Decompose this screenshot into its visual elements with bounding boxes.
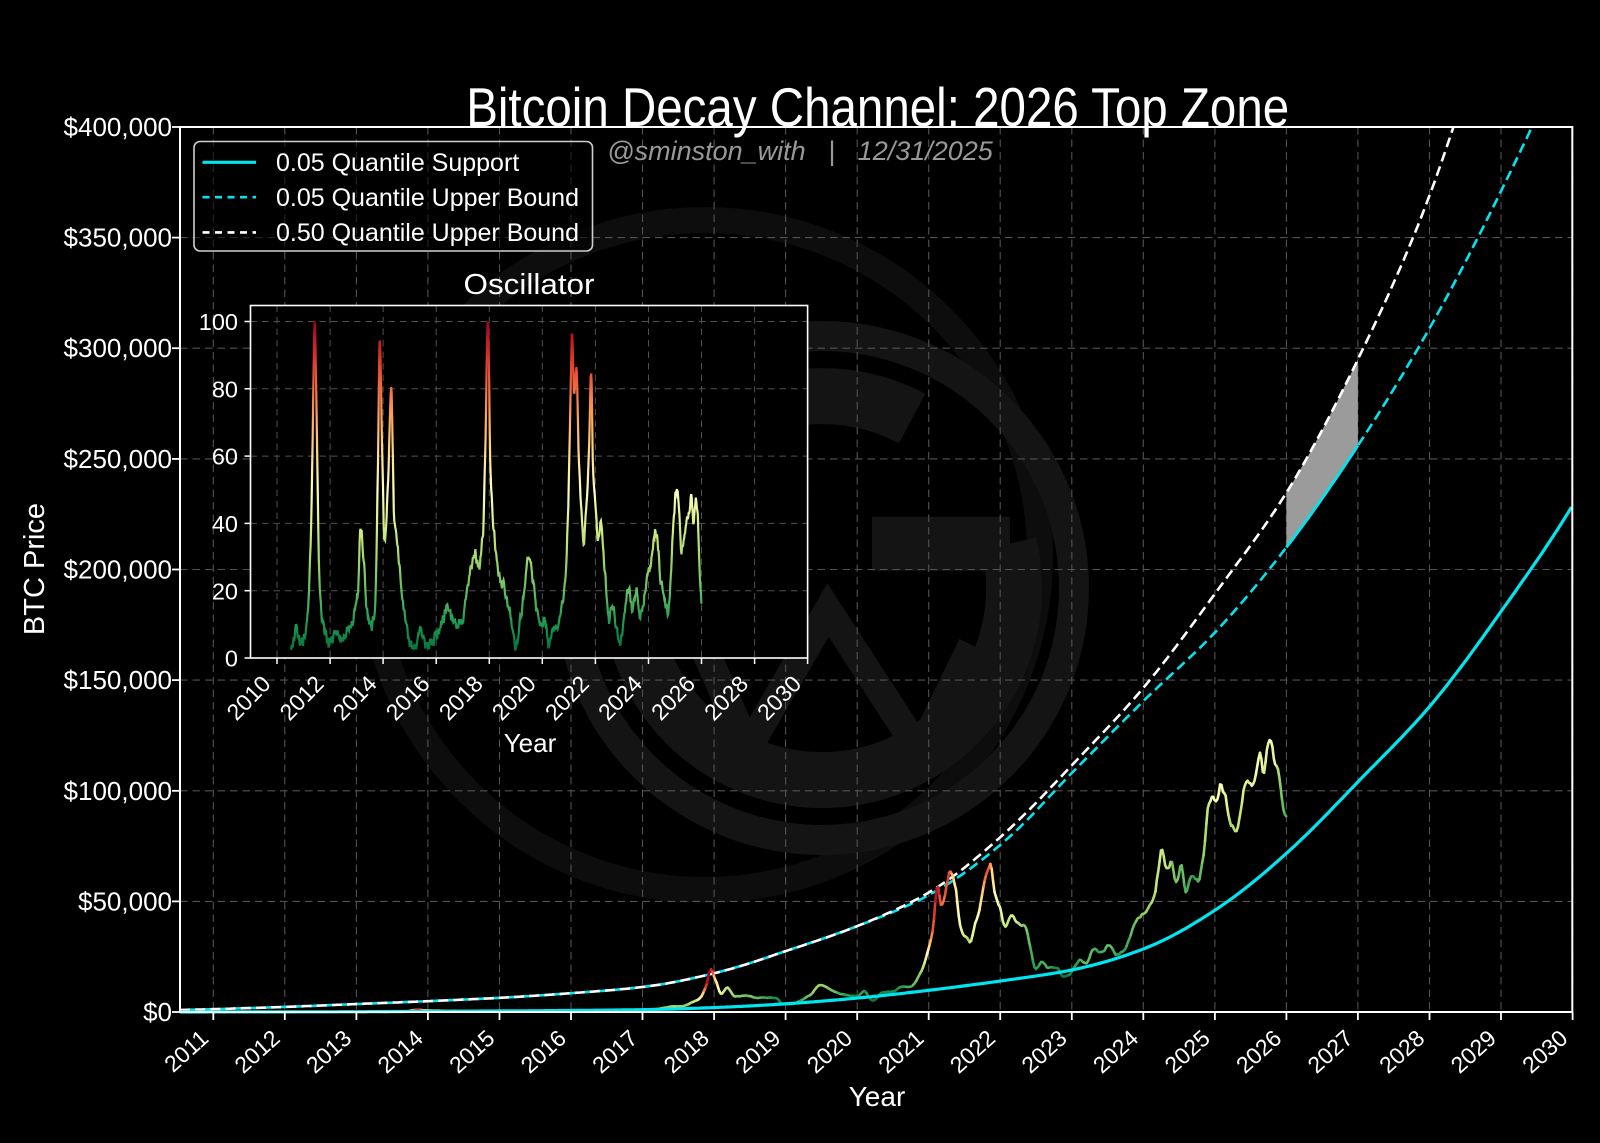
svg-text:60: 60 <box>212 444 238 470</box>
svg-text:$350,000: $350,000 <box>64 223 172 253</box>
svg-text:$100,000: $100,000 <box>64 776 172 806</box>
svg-text:20: 20 <box>212 578 238 604</box>
svg-text:Year: Year <box>504 728 557 758</box>
svg-text:$150,000: $150,000 <box>64 665 172 695</box>
svg-text:100: 100 <box>199 309 238 335</box>
svg-text:BTC Price: BTC Price <box>19 503 51 635</box>
svg-text:0.05 Quantile Upper Bound: 0.05 Quantile Upper Bound <box>276 184 579 212</box>
svg-text:0.50 Quantile Upper Bound: 0.50 Quantile Upper Bound <box>276 219 579 247</box>
svg-text:Year: Year <box>849 1081 906 1112</box>
svg-text:Bitcoin Decay Channel: 2026 To: Bitcoin Decay Channel: 2026 Top Zone <box>466 76 1289 138</box>
svg-text:0: 0 <box>225 646 238 672</box>
svg-text:80: 80 <box>212 376 238 402</box>
svg-text:$50,000: $50,000 <box>78 886 172 916</box>
svg-text:40: 40 <box>212 511 238 537</box>
svg-text:0.05 Quantile Support: 0.05 Quantile Support <box>276 149 519 177</box>
svg-text:Oscillator: Oscillator <box>464 269 595 301</box>
svg-text:$400,000: $400,000 <box>64 112 172 142</box>
svg-text:@sminston_with | 12/31/202: @sminston_with | 12/31/2025 <box>607 136 994 166</box>
svg-text:$250,000: $250,000 <box>64 444 172 474</box>
svg-text:$300,000: $300,000 <box>64 333 172 363</box>
svg-text:$0: $0 <box>143 997 172 1027</box>
svg-text:$200,000: $200,000 <box>64 555 172 585</box>
